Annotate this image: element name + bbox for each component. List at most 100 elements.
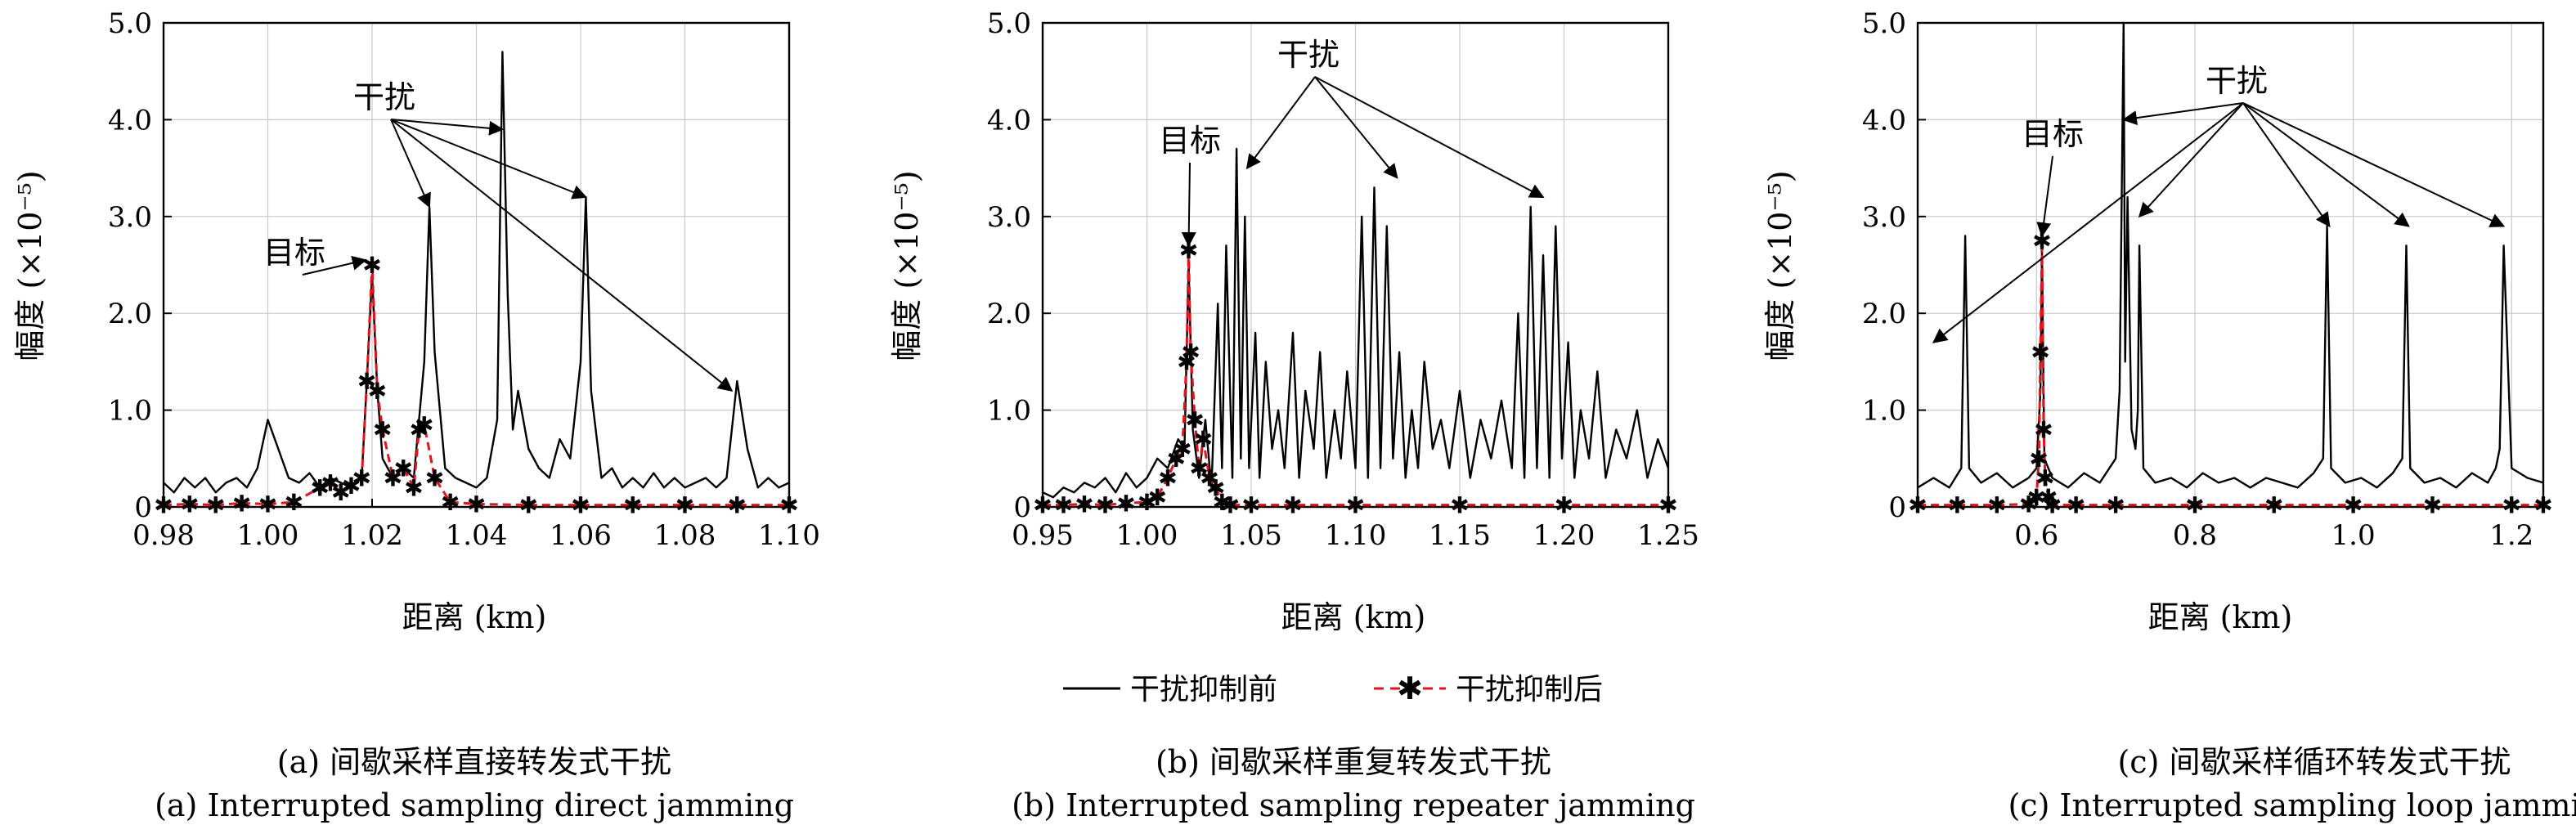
panel-a-after-marker: ✱ — [415, 411, 433, 438]
panel-c-annotation-target-arrow — [2036, 155, 2053, 238]
panel-c-after-marker: ✱ — [2019, 491, 2038, 518]
panel-b-x-tick-label: 1.00 — [1116, 519, 1178, 552]
panel-a-annotation-jamming-arrow — [390, 119, 734, 392]
panel-c-annotation-jamming-arrow — [2242, 102, 2410, 227]
panel-a-y-tick-label: 1.0 — [108, 395, 152, 428]
panel-a-grid — [163, 22, 790, 508]
panel-c-x-axis-title: 距离 (km) — [2148, 599, 2293, 635]
panel-a-after-marker: ✱ — [441, 489, 460, 516]
panel-b-after-marker: ✱ — [1173, 436, 1192, 463]
panel-a-after-marker: ✱ — [357, 368, 376, 395]
panel-b-annotation-jamming-arrow — [1314, 76, 1545, 199]
panel-b-y-tick-label: 4.0 — [987, 104, 1031, 137]
panel-a-annotation-jamming-arrow — [390, 119, 588, 200]
panel-b-x-tick-label: 1.05 — [1220, 519, 1282, 552]
panel-a-x-tick-label: 1.04 — [446, 519, 508, 552]
panel-b-x-tick-label: 1.25 — [1637, 519, 1699, 552]
panel-c-y-tick-label: 4.0 — [1862, 104, 1906, 137]
panel-c-y-axis-title: 幅度 (×10⁻⁵) — [1762, 170, 1798, 361]
panel-a-after-marker: ✱ — [342, 473, 361, 500]
panel-a-annotation-target: 目标 — [263, 235, 325, 271]
legend-after-label: 干扰抑制后 — [1456, 673, 1603, 706]
panel-b-after-marker: ✱ — [1166, 446, 1185, 473]
panel-c-after-marker: ✱ — [2027, 484, 2046, 511]
panel-b-series-after-line — [1043, 250, 1668, 507]
panel-a-y-tick-label: 2.0 — [108, 298, 152, 330]
panel-b-y-axis-title: 幅度 (×10⁻⁵) — [889, 170, 925, 361]
panel-c-x-tick-label: 0.8 — [2173, 519, 2217, 552]
panel-a-after-marker: ✱ — [373, 416, 392, 443]
panel-a-annotation-jamming: 干扰 — [353, 79, 415, 115]
panel-a-x-axis-title: 距离 (km) — [402, 599, 547, 635]
panel-a-caption-en: (a) Interrupted sampling direct jamming — [155, 787, 794, 823]
panel-a-chart: 幅度 (×10⁻⁵) 距离 (km) (a) 间歇采样直接转发式干扰 (a) I… — [12, 7, 820, 823]
panel-a-annotation-target-arrow — [302, 255, 367, 276]
panel-b-after-marker: ✱ — [1283, 492, 1302, 519]
panel-b-after-marker: ✱ — [1096, 492, 1115, 519]
panel-a-after-marker: ✱ — [394, 455, 413, 482]
legend-before-label: 干扰抑制前 — [1130, 673, 1277, 706]
panel-a-after-marker: ✱ — [206, 492, 225, 519]
panel-a-x-tick-label: 1.10 — [758, 519, 820, 552]
panel-b-x-tick-label: 0.95 — [1012, 519, 1074, 552]
panel-c-after-marker: ✱ — [2031, 339, 2049, 366]
panel-a-annotation-jamming-arrow — [390, 119, 431, 208]
panel-c-chart: 幅度 (×10⁻⁵) 距离 (km) (c) 间歇采样循环转发式干扰 (c) I… — [1762, 7, 2576, 823]
legend: 干扰抑制前 ✱ 干扰抑制后 — [1063, 670, 1603, 706]
panel-b-x-axis-title: 距离 (km) — [1281, 599, 1426, 635]
panel-c-caption-en: (c) Interrupted sampling loop jamming — [2008, 787, 2576, 823]
panel-a-caption-cn: (a) 间歇采样直接转发式干扰 — [277, 744, 671, 780]
panel-c-x-tick-label: 1.2 — [2489, 519, 2533, 552]
panel-b-after-marker: ✱ — [1075, 491, 1093, 518]
panel-b-y-tick-label: 1.0 — [987, 395, 1031, 428]
panel-b-annotation-target-arrow — [1181, 162, 1196, 248]
panel-a-x-tick-label: 1.00 — [237, 519, 299, 552]
panel-a-after-marker: ✱ — [368, 378, 387, 405]
panel-a-y-tick-label: 4.0 — [108, 104, 152, 137]
panel-a-after-marker: ✱ — [232, 490, 251, 517]
panel-a-after-marker: ✱ — [321, 469, 339, 496]
panel-b-after-marker: ✱ — [1221, 492, 1240, 519]
panel-c-after-marker: ✱ — [2106, 492, 2125, 519]
panel-c-after-marker: ✱ — [2043, 492, 2062, 519]
panel-c-x-tick-label: 1.0 — [2331, 519, 2376, 552]
panel-a-after-marker: ✱ — [519, 492, 538, 519]
panel-c-after-marker: ✱ — [2035, 464, 2054, 491]
panel-a-after-marker: ✱ — [425, 464, 444, 491]
panel-b-after-marker: ✱ — [1190, 455, 1209, 482]
panel-a-after-marker: ✱ — [362, 252, 381, 279]
panel-a-y-tick-label: 3.0 — [108, 201, 152, 234]
panel-a-x-tick-label: 1.06 — [550, 519, 612, 552]
panel-a-after-marker: ✱ — [352, 464, 371, 491]
panel-c-after-marker: ✱ — [1948, 492, 1967, 519]
panel-c-annotation-jamming-arrow — [2242, 102, 2331, 228]
panel-c-after-marker: ✱ — [2423, 492, 2442, 519]
panel-b-y-tick-label: 0 — [1013, 491, 1031, 524]
panel-c-after-marker: ✱ — [2264, 492, 2283, 519]
panel-b-y-tick-label: 2.0 — [987, 298, 1031, 330]
panel-a-x-tick-label: 1.08 — [654, 519, 716, 552]
panel-c-annotation-jamming-arrow — [2242, 102, 2506, 227]
panel-a-after-marker: ✱ — [180, 491, 199, 518]
panel-b-annotation-jamming-arrow — [1314, 76, 1398, 179]
panel-c-annotation-jamming-arrow — [2138, 102, 2244, 218]
panel-a-after-marker: ✱ — [311, 474, 330, 501]
panel-c-y-tick-label: 2.0 — [1862, 298, 1906, 330]
panel-b-x-tick-label: 1.10 — [1325, 519, 1387, 552]
panel-c-plot-frame — [1916, 21, 2545, 509]
panel-a-after-marker: ✱ — [410, 416, 429, 443]
panel-b-annotation-jamming-arrow — [1245, 76, 1316, 170]
panel-b-after-marker: ✱ — [1200, 464, 1218, 491]
panel-b-annotation-jamming: 干扰 — [1277, 37, 1340, 73]
panel-b-x-tick-label: 1.20 — [1533, 519, 1595, 552]
panel-c-x-tick-label: 0.6 — [2014, 519, 2058, 552]
panel-b-after-marker: ✱ — [1194, 426, 1213, 453]
panel-b-after-marker: ✱ — [1206, 474, 1225, 501]
panel-a-series-after-line — [163, 264, 789, 507]
panel-c-annotation-jamming-arrow — [1932, 102, 2244, 343]
panel-b-caption-en: (b) Interrupted sampling repeater jammin… — [1012, 787, 1695, 823]
panel-a-series-before-line — [163, 51, 790, 494]
panel-b-caption-cn: (b) 间歇采样重复转发式干扰 — [1156, 744, 1551, 780]
panel-b-after-marker: ✱ — [1158, 464, 1177, 491]
